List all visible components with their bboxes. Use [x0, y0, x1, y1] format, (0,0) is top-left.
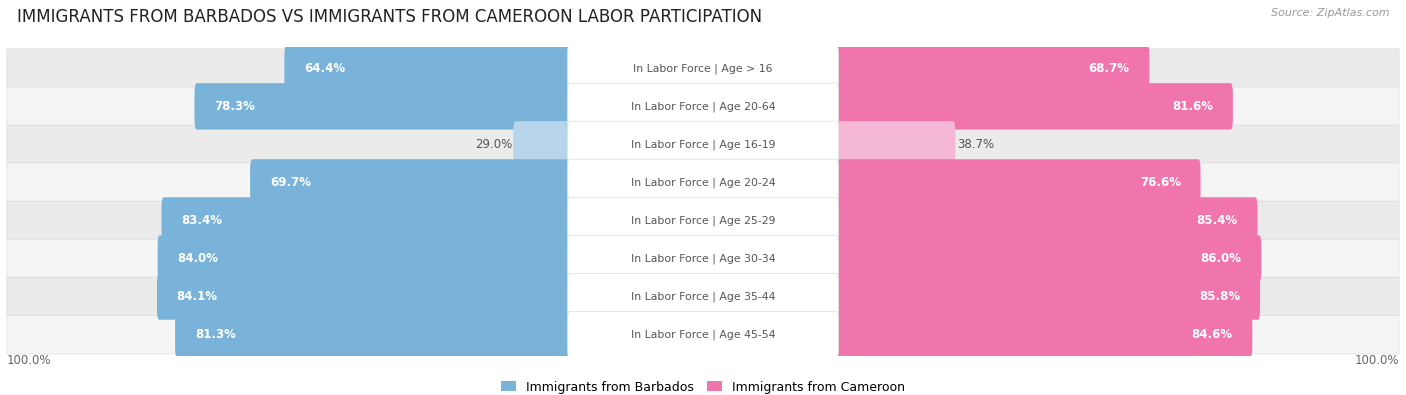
FancyBboxPatch shape: [7, 49, 1399, 88]
Text: In Labor Force | Age 16-19: In Labor Force | Age 16-19: [631, 139, 775, 150]
FancyBboxPatch shape: [568, 121, 839, 167]
FancyBboxPatch shape: [7, 315, 1399, 354]
Text: 69.7%: 69.7%: [270, 176, 311, 189]
Text: 84.6%: 84.6%: [1191, 328, 1233, 341]
Text: IMMIGRANTS FROM BARBADOS VS IMMIGRANTS FROM CAMEROON LABOR PARTICIPATION: IMMIGRANTS FROM BARBADOS VS IMMIGRANTS F…: [17, 8, 762, 26]
FancyBboxPatch shape: [568, 83, 839, 130]
Text: 85.8%: 85.8%: [1199, 290, 1240, 303]
FancyBboxPatch shape: [702, 159, 1201, 206]
FancyBboxPatch shape: [162, 197, 706, 244]
Text: 100.0%: 100.0%: [1354, 354, 1399, 367]
FancyBboxPatch shape: [568, 273, 839, 320]
FancyBboxPatch shape: [568, 45, 839, 92]
Text: 85.4%: 85.4%: [1197, 214, 1237, 227]
Text: 38.7%: 38.7%: [957, 138, 994, 151]
FancyBboxPatch shape: [157, 235, 706, 282]
FancyBboxPatch shape: [702, 45, 1150, 92]
Text: 78.3%: 78.3%: [214, 100, 254, 113]
FancyBboxPatch shape: [568, 197, 839, 244]
FancyBboxPatch shape: [702, 83, 1233, 130]
FancyBboxPatch shape: [568, 311, 839, 358]
Text: 86.0%: 86.0%: [1201, 252, 1241, 265]
FancyBboxPatch shape: [194, 83, 706, 130]
Text: Source: ZipAtlas.com: Source: ZipAtlas.com: [1271, 8, 1389, 18]
FancyBboxPatch shape: [250, 159, 706, 206]
FancyBboxPatch shape: [568, 159, 839, 206]
FancyBboxPatch shape: [702, 311, 1253, 358]
Text: 29.0%: 29.0%: [475, 138, 512, 151]
Text: 84.1%: 84.1%: [177, 290, 218, 303]
FancyBboxPatch shape: [7, 239, 1399, 278]
FancyBboxPatch shape: [702, 235, 1261, 282]
Text: 64.4%: 64.4%: [304, 62, 346, 75]
FancyBboxPatch shape: [7, 163, 1399, 202]
FancyBboxPatch shape: [7, 125, 1399, 164]
FancyBboxPatch shape: [702, 197, 1257, 244]
Text: In Labor Force | Age 30-34: In Labor Force | Age 30-34: [631, 253, 775, 264]
FancyBboxPatch shape: [702, 273, 1260, 320]
FancyBboxPatch shape: [513, 121, 706, 167]
FancyBboxPatch shape: [157, 273, 706, 320]
Text: 76.6%: 76.6%: [1140, 176, 1181, 189]
FancyBboxPatch shape: [176, 311, 706, 358]
Text: 68.7%: 68.7%: [1088, 62, 1130, 75]
Text: In Labor Force | Age > 16: In Labor Force | Age > 16: [633, 63, 773, 73]
Text: In Labor Force | Age 25-29: In Labor Force | Age 25-29: [631, 215, 775, 226]
Text: In Labor Force | Age 20-64: In Labor Force | Age 20-64: [631, 101, 775, 112]
Text: 81.6%: 81.6%: [1173, 100, 1213, 113]
Text: 100.0%: 100.0%: [7, 354, 52, 367]
Text: 81.3%: 81.3%: [195, 328, 236, 341]
FancyBboxPatch shape: [702, 121, 956, 167]
Text: 84.0%: 84.0%: [177, 252, 218, 265]
Legend: Immigrants from Barbados, Immigrants from Cameroon: Immigrants from Barbados, Immigrants fro…: [496, 376, 910, 395]
FancyBboxPatch shape: [7, 277, 1399, 316]
Text: In Labor Force | Age 20-24: In Labor Force | Age 20-24: [631, 177, 775, 188]
Text: In Labor Force | Age 45-54: In Labor Force | Age 45-54: [631, 329, 775, 340]
FancyBboxPatch shape: [7, 201, 1399, 240]
FancyBboxPatch shape: [284, 45, 706, 92]
FancyBboxPatch shape: [568, 235, 839, 282]
FancyBboxPatch shape: [7, 87, 1399, 126]
Text: 83.4%: 83.4%: [181, 214, 222, 227]
Text: In Labor Force | Age 35-44: In Labor Force | Age 35-44: [631, 291, 775, 302]
